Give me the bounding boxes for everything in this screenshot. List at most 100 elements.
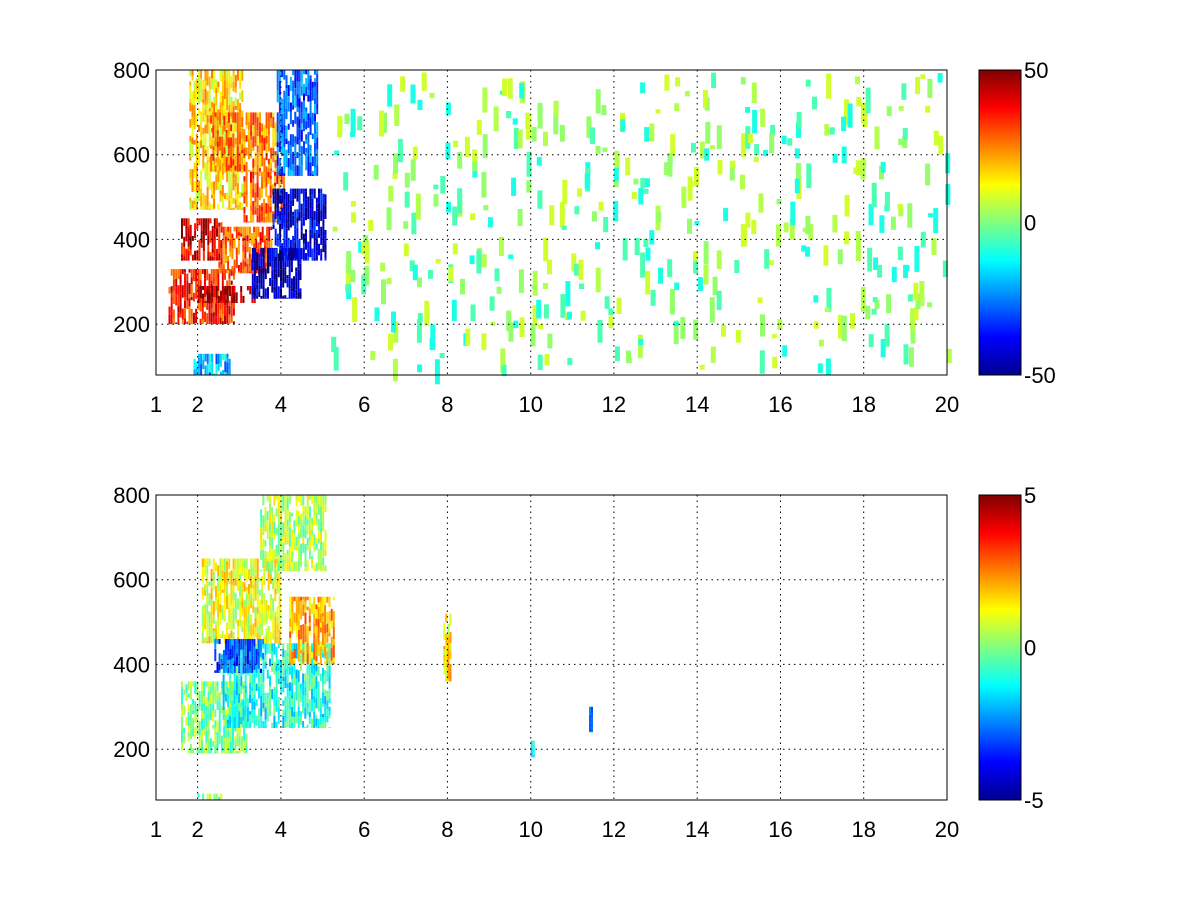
heatmap-cell (225, 161, 228, 172)
heatmap-cell (256, 208, 259, 216)
heatmap-cell (292, 70, 295, 76)
heatmap-cell (321, 612, 324, 617)
heatmap-cell (530, 749, 533, 758)
heatmap-cell (291, 666, 294, 680)
heatmap-cell (314, 155, 316, 168)
heatmap-cell (297, 510, 300, 517)
heatmap-cell (274, 122, 277, 132)
heatmap-cell (274, 131, 277, 143)
heatmap-cell (220, 681, 223, 689)
heatmap-cell (266, 643, 269, 654)
heatmap-cell (742, 226, 748, 247)
heatmap-cell (267, 203, 270, 214)
heatmap-cell (231, 238, 234, 249)
heatmap-cell (243, 752, 246, 754)
heatmap-cell (244, 715, 247, 721)
heatmap-cell (256, 262, 259, 271)
heatmap-cell (218, 732, 221, 744)
heatmap-cell (213, 256, 216, 261)
heatmap-cell (304, 681, 307, 688)
heatmap-cell (417, 364, 423, 373)
heatmap-cell (302, 537, 305, 543)
heatmap-cell (307, 94, 310, 102)
heatmap-cell (253, 682, 256, 695)
heatmap-cell (282, 670, 285, 678)
heatmap-cell (181, 285, 184, 298)
heatmap-cell (275, 699, 278, 712)
heatmap-cell (204, 637, 206, 644)
heatmap-cell (658, 267, 663, 284)
heatmap-cell (273, 643, 276, 655)
heatmap-cell (313, 663, 316, 665)
heatmap-cell (210, 588, 213, 595)
heatmap-cell (218, 239, 221, 250)
heatmap-cell (243, 213, 246, 223)
heatmap-cell (208, 95, 211, 104)
heatmap-cell (897, 203, 903, 210)
heatmap-cell (273, 715, 276, 728)
heatmap-cell (311, 563, 314, 569)
heatmap-cell (254, 568, 257, 577)
heatmap-cell (311, 227, 314, 239)
heatmap-cell (229, 269, 232, 274)
heatmap-cell (322, 211, 325, 220)
heatmap-cell (208, 623, 211, 637)
heatmap-cell (574, 206, 580, 215)
heatmap-cell (246, 235, 249, 242)
heatmap-cell (211, 286, 214, 293)
heatmap-cell (205, 705, 208, 717)
heatmap-cell (269, 569, 271, 572)
heatmap-cell (315, 688, 318, 699)
heatmap-cell (772, 356, 778, 369)
heatmap-cell (264, 704, 267, 708)
heatmap-cell (273, 555, 276, 561)
heatmap-cell (393, 153, 399, 174)
heatmap-cell (289, 111, 292, 125)
heatmap-cell (268, 231, 271, 241)
heatmap-cell (307, 70, 310, 83)
heatmap-cell (320, 495, 322, 507)
heatmap-cell (256, 589, 259, 595)
heatmap-cell (317, 718, 320, 726)
heatmap-cell (229, 239, 232, 246)
heatmap-cell (328, 643, 331, 651)
x-tick-labels-top: 1 2 4 6 8 10 12 14 16 18 20 (150, 392, 959, 417)
heatmap-cell (380, 262, 386, 272)
heatmap-cell (232, 723, 234, 731)
heatmap-cell (262, 267, 265, 273)
heatmap-cell (290, 255, 293, 268)
heatmap-cell (234, 122, 237, 132)
heatmap-cell (245, 633, 248, 644)
heatmap-cell (215, 628, 217, 638)
heatmap-cell (241, 183, 244, 193)
heatmap-cell (248, 266, 251, 272)
heatmap-cell (216, 141, 219, 148)
heatmap-cell (243, 191, 246, 197)
heatmap-cell (245, 215, 248, 223)
heatmap-cell (295, 678, 298, 690)
heatmap-cell (281, 142, 284, 153)
heatmap-cell (319, 646, 322, 660)
heatmap-cell (920, 74, 926, 79)
heatmap-cell (531, 284, 537, 290)
heatmap-cell (302, 495, 305, 505)
heatmap-cell (345, 264, 351, 288)
heatmap-cell (212, 628, 215, 632)
heatmap-cell (233, 226, 236, 232)
heatmap-cell (221, 185, 224, 197)
heatmap-cell (216, 720, 219, 732)
heatmap-cell (542, 283, 548, 289)
heatmap-cell (206, 160, 209, 164)
heatmap-cell (217, 269, 220, 279)
heatmap-cell (837, 314, 843, 339)
heatmap-cell (256, 613, 259, 627)
heatmap-cell (269, 523, 271, 533)
heatmap-cell (294, 209, 297, 220)
heatmap-cell (198, 82, 200, 94)
heatmap-cell (248, 253, 251, 259)
heatmap-cell (210, 581, 213, 589)
heatmap-cell (262, 515, 265, 527)
heatmap-cell (212, 704, 215, 711)
heatmap-cell (308, 611, 311, 616)
